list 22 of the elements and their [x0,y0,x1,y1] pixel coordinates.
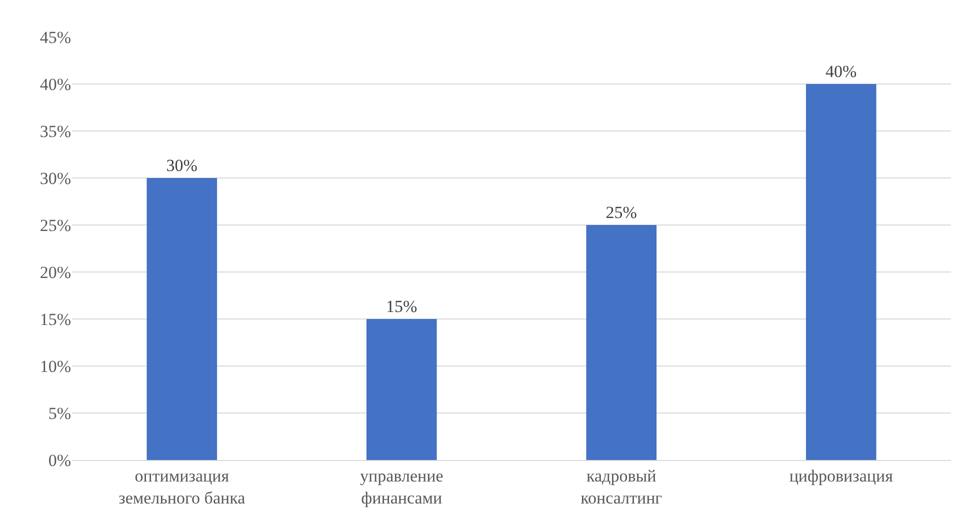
data-label: 25% [606,203,637,222]
bar [146,178,218,460]
y-tick-label: 5% [48,404,71,423]
x-tick-label: управление финансами [360,466,444,508]
y-tick-label: 45% [40,28,71,47]
y-tick-label: 0% [48,450,71,470]
y-tick-label: 25% [40,216,71,235]
data-label: 15% [386,297,418,316]
y-tick-label: 20% [40,262,71,282]
y-tick-label: 10% [40,356,71,376]
x-tick-label: кадровый консалтинг [580,466,662,508]
y-tick-label: 35% [40,122,71,141]
y-tick-label: 40% [40,74,71,94]
bar [586,225,657,460]
x-tick-label: оптимизация земельного банка [118,466,246,508]
bar [366,319,437,460]
y-tick-label: 15% [40,310,71,329]
x-tick-label: цифровизация [789,466,894,486]
y-tick-label: 30% [40,168,71,188]
data-label: 30% [166,156,198,175]
bar [806,84,876,460]
data-label: 40% [826,62,857,81]
